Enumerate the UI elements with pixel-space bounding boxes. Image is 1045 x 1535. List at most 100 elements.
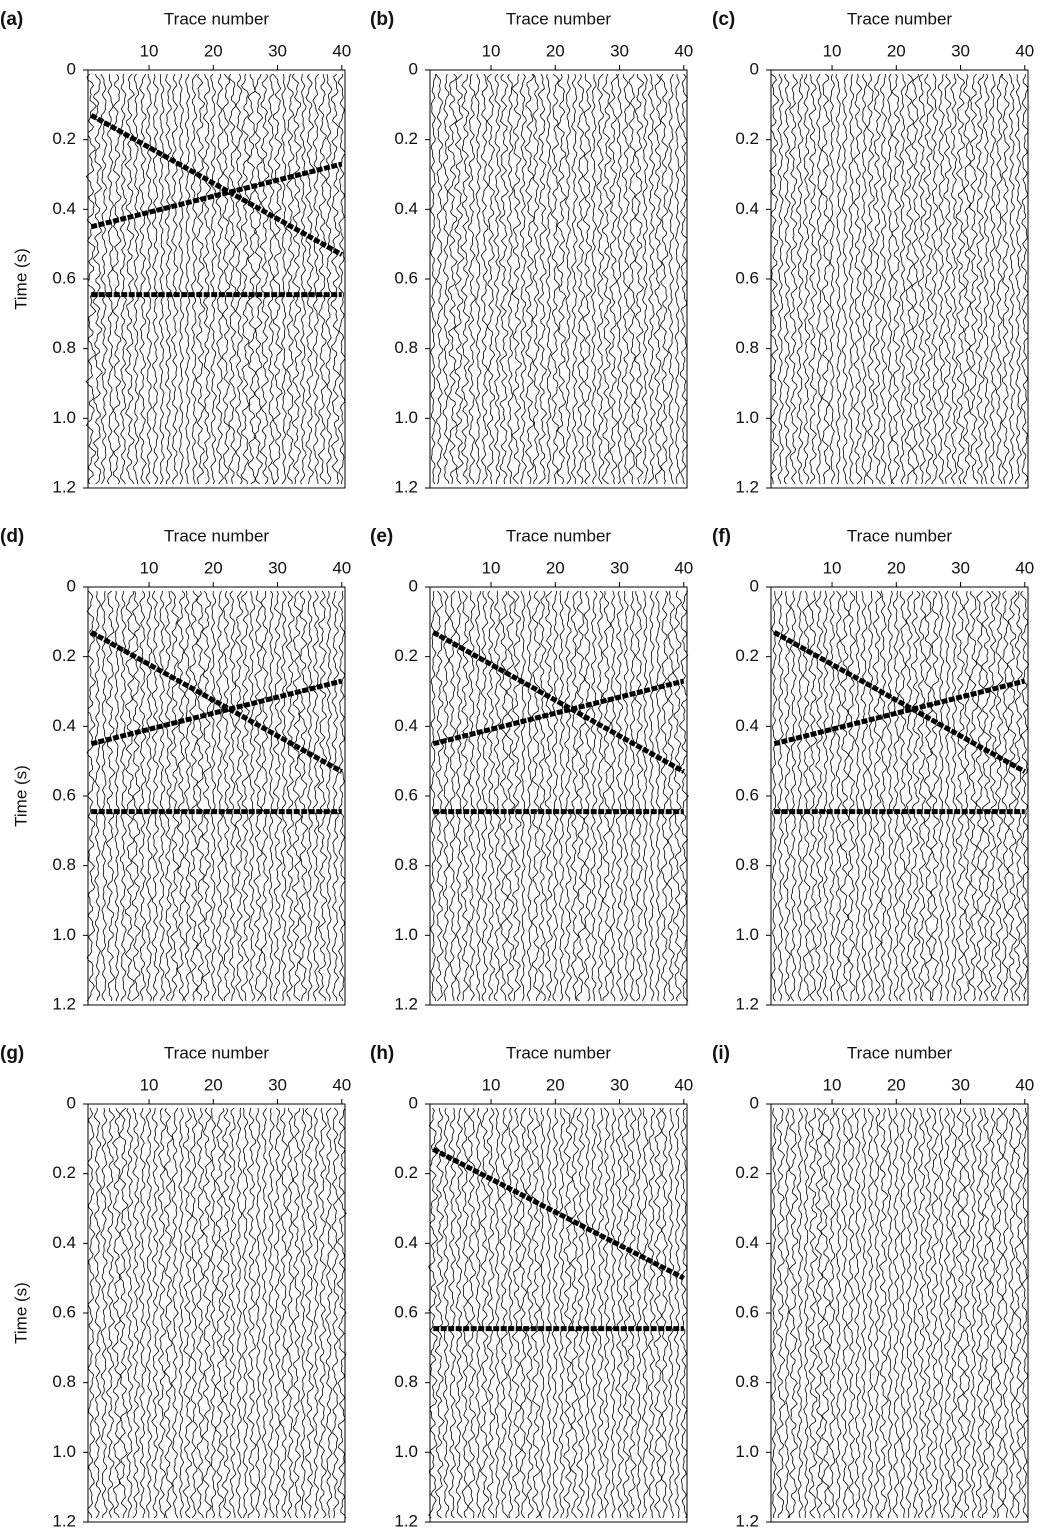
trace [878, 1107, 889, 1519]
plot-frame [770, 1103, 1029, 1523]
x-tick-label: 40 [332, 558, 351, 577]
trace [537, 73, 548, 485]
trace [777, 73, 784, 485]
trace [829, 73, 836, 485]
trace [100, 1107, 108, 1519]
trace [190, 73, 198, 485]
trace [775, 1107, 786, 1518]
trace [337, 73, 346, 485]
trace [923, 1107, 933, 1519]
y-tick-label: 0.4 [735, 199, 759, 218]
trace [988, 590, 998, 1002]
trace [170, 73, 179, 485]
event [90, 161, 343, 230]
trace [228, 590, 237, 1002]
trace [982, 73, 990, 485]
y-tick-label: 1.0 [394, 925, 418, 944]
y-axis-title: Time (s) [11, 248, 30, 310]
trace [660, 590, 669, 1002]
trace [995, 73, 1003, 485]
trace [962, 1107, 972, 1519]
y-tick-label: 0 [67, 59, 76, 78]
trace [678, 590, 689, 1002]
y-tick-label: 1.0 [735, 1442, 759, 1461]
trace [435, 590, 445, 1002]
trace [841, 73, 849, 485]
trace [312, 73, 320, 485]
y-tick-label: 0.4 [735, 716, 759, 735]
trace [672, 590, 683, 1002]
trace [937, 73, 946, 485]
trace [892, 1107, 901, 1519]
trace [280, 590, 288, 1002]
event [90, 678, 343, 747]
trace [635, 1107, 642, 1519]
y-tick-label: 0 [409, 59, 418, 78]
trace [435, 73, 444, 485]
y-tick-label: 0.6 [394, 785, 418, 804]
trace [455, 590, 463, 1002]
y-axis-title: Time (s) [11, 1282, 30, 1344]
trace [917, 590, 927, 1002]
trace [235, 1107, 243, 1519]
trace [622, 590, 630, 1002]
y-tick-label: 0.8 [52, 855, 76, 874]
y-tick-label: 1.2 [52, 1511, 76, 1530]
trace [267, 1107, 275, 1519]
trace [214, 1107, 225, 1519]
trace [261, 1107, 268, 1519]
y-tick-label: 0 [750, 1093, 759, 1112]
trace [325, 1107, 333, 1519]
y-tick-label: 0.4 [735, 1233, 759, 1252]
y-tick-label: 1.2 [735, 994, 759, 1013]
trace [448, 590, 457, 1002]
panel-label: (b) [370, 9, 394, 30]
trace [609, 590, 617, 1002]
trace [673, 1107, 681, 1519]
trace [125, 1107, 134, 1519]
trace [899, 1107, 907, 1519]
trace [789, 590, 798, 1002]
x-tick-label: 20 [887, 41, 906, 60]
trace [969, 1107, 977, 1519]
trace [520, 590, 527, 1002]
trace [556, 73, 568, 485]
y-tick-label: 0.6 [735, 268, 759, 287]
x-axis-title: Trace number [847, 1043, 953, 1062]
trace [861, 1107, 868, 1519]
trace [904, 73, 915, 485]
trace [1021, 1107, 1029, 1519]
trace [196, 1107, 205, 1519]
trace [170, 1107, 179, 1519]
trace [506, 73, 514, 485]
y-tick-label: 0.4 [52, 716, 76, 735]
trace [879, 73, 888, 485]
panel-label: (i) [712, 1043, 730, 1064]
trace [807, 590, 818, 1002]
trace [505, 590, 516, 1002]
trace [442, 590, 450, 1002]
y-tick-label: 0.8 [394, 1372, 418, 1391]
trace [1013, 1107, 1024, 1519]
trace [460, 590, 470, 1002]
trace [814, 590, 824, 1002]
trace [331, 1107, 340, 1519]
trace [848, 73, 855, 485]
trace [486, 1107, 496, 1519]
y-tick-label: 1.2 [52, 994, 76, 1013]
y-tick-label: 0.2 [52, 1163, 76, 1182]
trace [582, 73, 593, 485]
x-axis-title: Trace number [506, 9, 612, 28]
trace [215, 590, 224, 1002]
trace [538, 590, 547, 1002]
trace [202, 73, 212, 485]
trace [601, 590, 612, 1002]
trace [209, 1107, 217, 1519]
x-tick-label: 10 [482, 1075, 501, 1094]
trace [608, 73, 619, 485]
trace [666, 591, 675, 1002]
trace [221, 590, 231, 1002]
trace [182, 1107, 193, 1519]
trace [910, 590, 921, 1002]
trace [596, 590, 604, 1002]
